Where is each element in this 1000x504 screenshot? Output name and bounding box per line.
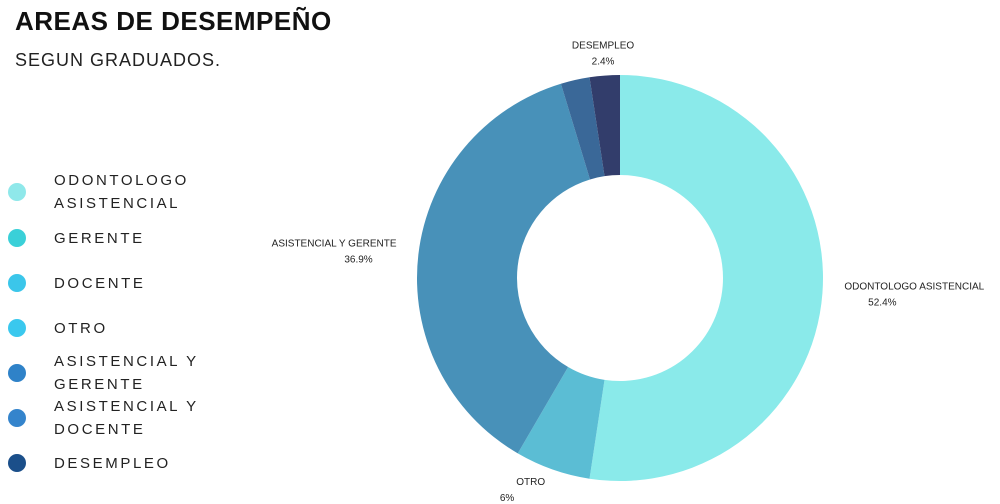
legend-item: OTRO [8,305,224,351]
legend-label: DESEMPLEO [54,454,171,472]
slice-label: ODONTOLOGO ASISTENCIAL [844,282,984,293]
legend-item: ODONTOLOGO ASISTENCIAL [8,169,224,215]
legend-label: ASISTENCIAL Y GERENTE [54,353,199,393]
legend-swatch [8,183,26,201]
legend-label: OTRO [54,319,108,337]
slice-label: ASISTENCIAL Y GERENTE [272,239,397,250]
slice-value-label: 52.4% [868,298,896,309]
legend-item: ASISTENCIAL Y DOCENTE [8,395,224,441]
legend-label: DOCENTE [54,274,146,292]
slice-label: OTRO [516,477,545,488]
legend-item: DESEMPLEO [8,440,224,486]
legend-item: GERENTE [8,215,224,261]
donut-slice [589,75,824,481]
donut-slice [589,75,620,177]
chart-title: AREAS DE DESEMPEÑO [15,6,332,36]
slice-label: DESEMPLEO [572,40,634,51]
slice-value-label: 36.9% [344,255,372,266]
legend-swatch [8,364,26,382]
legend-swatch [8,319,26,337]
legend-item: ASISTENCIAL Y GERENTE [8,350,224,396]
slice-value-label: 2.4% [592,56,615,67]
donut-slice [517,366,605,479]
legend-item: DOCENTE [8,260,224,306]
legend-swatch [8,409,26,427]
legend-label: ASISTENCIAL Y DOCENTE [54,398,199,438]
chart-subtitle: SEGUN GRADUADOS. [15,50,222,70]
donut-slice [560,77,605,180]
legend-label: ODONTOLOGO ASISTENCIAL [54,172,189,212]
legend-swatch [8,454,26,472]
donut-slice [416,83,591,454]
legend-swatch [8,229,26,247]
slice-value-label: 6% [500,493,515,504]
legend-label: GERENTE [54,229,145,247]
legend-swatch [8,274,26,292]
